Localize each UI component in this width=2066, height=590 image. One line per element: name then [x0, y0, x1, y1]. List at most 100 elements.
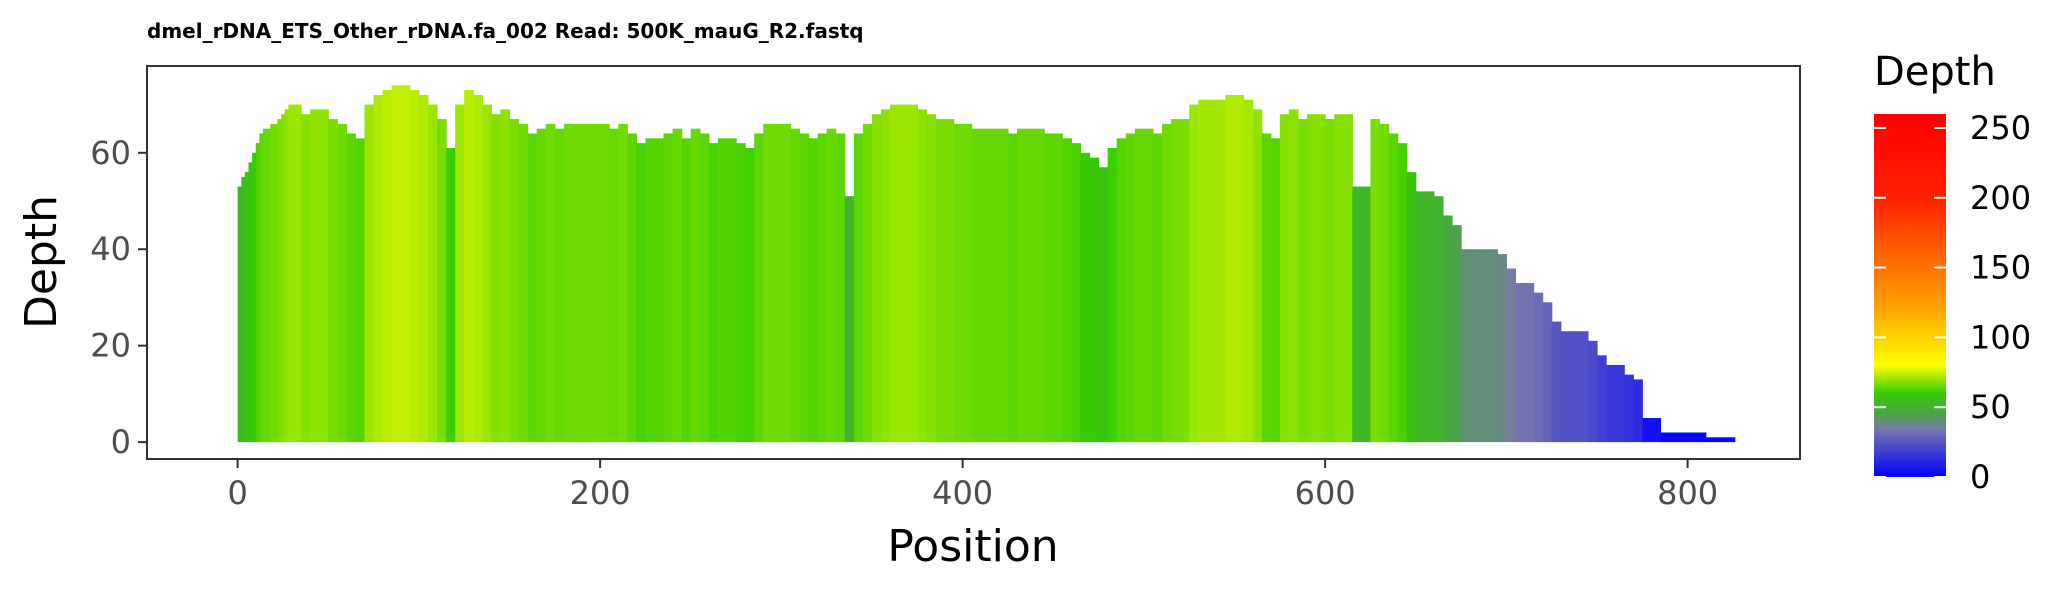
- depth-bar: [1180, 119, 1190, 443]
- depth-bar: [1524, 282, 1535, 443]
- depth-bar: [1089, 157, 1100, 443]
- depth-bar: [1560, 331, 1571, 443]
- depth-bar: [427, 104, 438, 443]
- x-axis-title: Position: [887, 521, 1058, 572]
- depth-bar: [464, 90, 474, 443]
- depth-bar: [1461, 249, 1471, 443]
- depth-bar: [790, 128, 801, 443]
- legend-tick-label: 150: [1970, 249, 2031, 287]
- depth-bar: [962, 123, 973, 443]
- depth-bar: [1497, 254, 1507, 443]
- depth-bar: [482, 104, 492, 443]
- depth-bar: [1624, 374, 1634, 443]
- depth-bar: [437, 119, 447, 443]
- depth-bar: [1533, 292, 1544, 443]
- depth-bar: [252, 152, 257, 443]
- depth-bar: [255, 143, 260, 443]
- depth-bar: [572, 123, 583, 443]
- legend-tick-label: 50: [1970, 388, 2011, 426]
- depth-bar: [989, 128, 1000, 443]
- depth-bar: [1542, 302, 1553, 443]
- depth-bar: [754, 133, 764, 443]
- depth-bar: [1252, 109, 1263, 443]
- depth-bar: [1189, 104, 1199, 443]
- depth-bar: [872, 114, 882, 443]
- depth-bar: [1714, 437, 1725, 443]
- depth-bar: [899, 104, 909, 443]
- depth-bar: [373, 94, 384, 443]
- depth-bar: [1452, 225, 1462, 443]
- depth-bar: [382, 90, 393, 443]
- depth-bar: [1660, 432, 1671, 443]
- depth-bar: [1297, 119, 1308, 443]
- depth-bar: [881, 109, 891, 443]
- depth-bar: [1442, 215, 1453, 443]
- depth-bar: [273, 123, 279, 443]
- depth-bar: [446, 147, 456, 443]
- depth-bar: [1325, 119, 1335, 443]
- depth-bar: [1207, 99, 1217, 443]
- depth-bar: [310, 109, 320, 443]
- depth-bar: [1098, 167, 1109, 443]
- depth-bar: [908, 104, 918, 443]
- depth-bar: [1007, 133, 1018, 443]
- depth-bar: [799, 133, 810, 443]
- depth-bar: [270, 123, 275, 443]
- depth-bar: [554, 128, 565, 443]
- depth-bar: [1633, 379, 1643, 443]
- depth-bar: [1243, 99, 1254, 443]
- depth-bar: [500, 109, 511, 443]
- depth-bar: [301, 114, 311, 443]
- depth-bar: [627, 133, 637, 443]
- legend-ticks: 0 50 100 150 200 250: [1874, 109, 2031, 496]
- depth-bar: [527, 133, 538, 443]
- depth-bar: [1569, 331, 1580, 443]
- depth-bar: [1424, 191, 1435, 443]
- legend-tick-label: 0: [1970, 458, 1990, 496]
- depth-bar: [473, 94, 483, 443]
- depth-bar: [1053, 133, 1063, 443]
- x-tick-label: 600: [1295, 474, 1356, 512]
- depth-bar: [1152, 133, 1163, 443]
- depth-bar: [1415, 191, 1426, 443]
- depth-bar: [645, 138, 656, 443]
- depth-bar: [953, 123, 964, 443]
- depth-bar: [518, 123, 529, 443]
- depth-bar: [1705, 437, 1716, 443]
- depth-bar: [926, 114, 937, 443]
- legend-colorbar: [1874, 114, 1946, 477]
- depth-bar: [1270, 138, 1281, 443]
- depth-bar: [563, 123, 574, 443]
- depth-bar: [1669, 432, 1680, 443]
- depth-bar: [1388, 133, 1399, 443]
- depth-bar: [1606, 364, 1616, 443]
- depth-bar: [1723, 437, 1734, 443]
- depth-bar: [409, 90, 420, 443]
- y-tick-label: 40: [90, 230, 131, 268]
- depth-bar: [727, 138, 737, 443]
- y-axis: 0 20 40 60: [90, 134, 147, 461]
- depth-bar: [491, 114, 502, 443]
- depth-bar: [763, 123, 773, 443]
- legend-tick-label: 250: [1970, 109, 2031, 147]
- depth-bar: [1116, 138, 1127, 443]
- plot-panel-border: [146, 65, 1801, 460]
- depth-bar: [862, 123, 873, 443]
- depth-bar: [259, 133, 264, 443]
- depth-bar: [1651, 418, 1662, 443]
- depth-bar: [248, 162, 253, 443]
- color-legend: Depth 0 50 100 150 200 250: [1874, 49, 2031, 496]
- y-axis-title: Depth: [16, 195, 67, 329]
- depth-bar: [1080, 152, 1091, 443]
- y-tick-label: 0: [111, 423, 131, 461]
- depth-bar: [844, 196, 855, 443]
- depth-bar: [609, 128, 619, 443]
- depth-bar: [1343, 114, 1353, 443]
- depth-bar: [1134, 128, 1145, 443]
- depth-bar: [1316, 114, 1326, 443]
- depth-bar: [400, 85, 411, 443]
- depth-bar: [699, 133, 710, 443]
- depth-bar: [1687, 432, 1698, 443]
- depth-bar: [355, 138, 366, 443]
